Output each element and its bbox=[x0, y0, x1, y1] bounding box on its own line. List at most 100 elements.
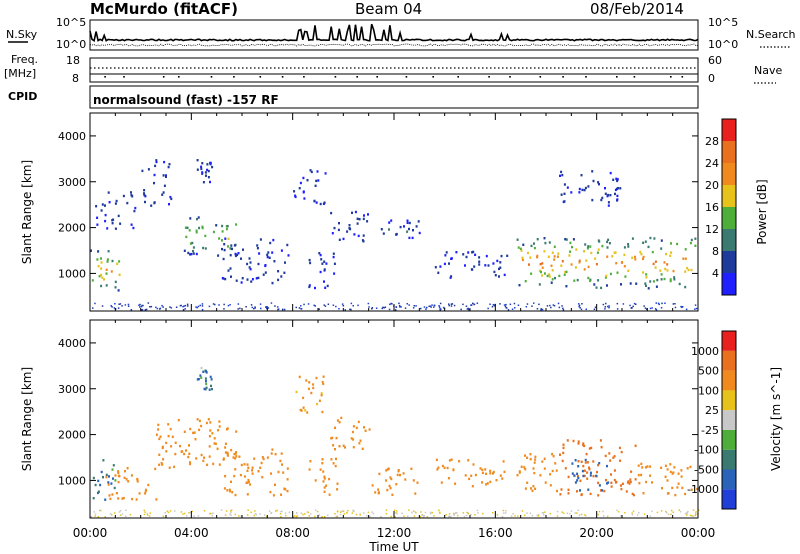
power-scatter-cell bbox=[94, 302, 96, 305]
power-echo-cell bbox=[565, 270, 568, 274]
velocity-scatter-cell bbox=[684, 512, 687, 515]
power-scatter-cell bbox=[394, 309, 397, 311]
power-scatter-cell bbox=[476, 302, 479, 304]
velocity-echo-cell bbox=[208, 445, 211, 448]
velocity-echo-cell bbox=[194, 438, 197, 441]
velocity-echo-cell bbox=[307, 387, 310, 391]
velocity-echo-cell bbox=[479, 467, 482, 470]
velocity-echo-cell bbox=[549, 484, 552, 487]
power-echo-cell bbox=[234, 254, 237, 258]
velocity-echo-cell bbox=[222, 457, 225, 460]
velocity-scatter-cell bbox=[562, 512, 565, 514]
power-scatter-cell bbox=[594, 306, 597, 308]
velocity-echo-cell bbox=[485, 472, 488, 475]
velocity-echo-cell bbox=[681, 486, 684, 490]
power-echo-cell bbox=[204, 171, 207, 174]
velocity-scatter-cell bbox=[340, 511, 342, 513]
velocity-echo-cell bbox=[481, 468, 484, 472]
power-scatter-cell bbox=[144, 309, 147, 311]
velocity-echo-cell bbox=[677, 482, 680, 485]
power-echo-cell bbox=[96, 258, 99, 261]
power-echo-cell bbox=[100, 257, 102, 260]
velocity-echo-cell bbox=[251, 466, 254, 469]
velocity-scatter-cell bbox=[403, 515, 405, 517]
power-echo-cell bbox=[694, 244, 697, 247]
velocity-echo-cell bbox=[454, 482, 457, 485]
power-scatter-cell bbox=[622, 303, 625, 305]
velocity-echo-cell bbox=[637, 473, 640, 477]
power-echo-cell bbox=[196, 168, 199, 171]
freq-point bbox=[233, 76, 235, 78]
power-echo-cell bbox=[496, 259, 499, 263]
velocity-echo-cell bbox=[664, 475, 667, 478]
velocity-echo-cell bbox=[295, 390, 298, 394]
velocity-echo-cell bbox=[609, 459, 612, 462]
velocity-echo-cell bbox=[183, 430, 186, 433]
velocity-scatter-cell bbox=[191, 510, 193, 513]
velocity-echo-cell bbox=[471, 485, 474, 488]
power-scatter-cell bbox=[110, 305, 112, 307]
velocity-echo-cell bbox=[323, 486, 326, 489]
power-echo-cell bbox=[484, 264, 487, 267]
velocity-scatter-cell bbox=[121, 513, 124, 515]
power-scatter-cell bbox=[254, 306, 256, 308]
power-scatter-cell bbox=[546, 305, 549, 307]
velocity-echo-cell bbox=[549, 473, 552, 476]
power-echo-cell bbox=[623, 246, 626, 249]
power-echo-cell bbox=[561, 260, 564, 263]
velocity-echo-cell bbox=[192, 431, 195, 435]
power-echo-cell bbox=[609, 272, 612, 276]
velocity-scatter-cell bbox=[456, 512, 458, 514]
velocity-colorbar-tick-label: 25 bbox=[705, 404, 719, 417]
power-scatter-cell bbox=[473, 303, 476, 306]
velocity-scatter-cell bbox=[327, 514, 329, 517]
power-scatter-cell bbox=[395, 306, 398, 308]
beam-title: Beam 04 bbox=[355, 0, 422, 18]
freq-label-1: Freq. bbox=[11, 53, 38, 66]
power-echo-cell bbox=[143, 193, 146, 197]
power-echo-cell bbox=[338, 222, 340, 225]
velocity-echo-cell bbox=[579, 489, 581, 492]
velocity-scatter-cell bbox=[521, 510, 524, 512]
velocity-echo-cell bbox=[590, 446, 593, 450]
velocity-echo-cell bbox=[526, 456, 529, 459]
power-scatter-cell bbox=[630, 307, 632, 309]
velocity-echo-cell bbox=[209, 375, 212, 379]
power-echo-cell bbox=[644, 282, 647, 285]
power-echo-cell bbox=[306, 179, 309, 182]
power-echo-cell bbox=[609, 171, 612, 175]
velocity-echo-cell bbox=[452, 468, 455, 472]
power-scatter-cell bbox=[578, 304, 581, 307]
velocity-echo-cell bbox=[607, 481, 610, 484]
velocity-echo-cell bbox=[322, 382, 325, 386]
velocity-scatter-cell bbox=[678, 509, 680, 511]
velocity-echo-cell bbox=[247, 480, 250, 484]
velocity-scatter-cell bbox=[209, 512, 211, 515]
velocity-echo-cell bbox=[410, 467, 413, 470]
velocity-echo-cell bbox=[361, 447, 364, 450]
power-echo-cell bbox=[684, 285, 687, 289]
velocity-echo-cell bbox=[567, 492, 570, 495]
velocity-echo-cell bbox=[520, 465, 523, 468]
power-echo-cell bbox=[543, 250, 546, 253]
velocity-scatter-cell bbox=[529, 512, 532, 514]
freq-point bbox=[303, 76, 305, 78]
power-colorbar-segment bbox=[722, 163, 736, 185]
velocity-echo-cell bbox=[441, 464, 444, 468]
velocity-echo-cell bbox=[389, 487, 392, 490]
velocity-echo-cell bbox=[226, 454, 229, 457]
power-echo-cell bbox=[147, 168, 150, 171]
power-echo-cell bbox=[188, 229, 191, 232]
velocity-echo-cell bbox=[629, 480, 632, 484]
velocity-scatter-cell bbox=[556, 510, 559, 513]
power-echo-cell bbox=[333, 226, 336, 230]
power-echo-cell bbox=[358, 218, 361, 221]
velocity-echo-cell bbox=[231, 491, 234, 494]
power-echo-cell bbox=[114, 227, 117, 230]
noise-panel-frame bbox=[89, 19, 699, 51]
velocity-echo-cell bbox=[632, 493, 635, 497]
power-echo-cell bbox=[676, 242, 679, 246]
power-echo-cell bbox=[90, 249, 92, 252]
velocity-echo-cell bbox=[200, 366, 203, 370]
velocity-echo-cell bbox=[671, 486, 674, 490]
